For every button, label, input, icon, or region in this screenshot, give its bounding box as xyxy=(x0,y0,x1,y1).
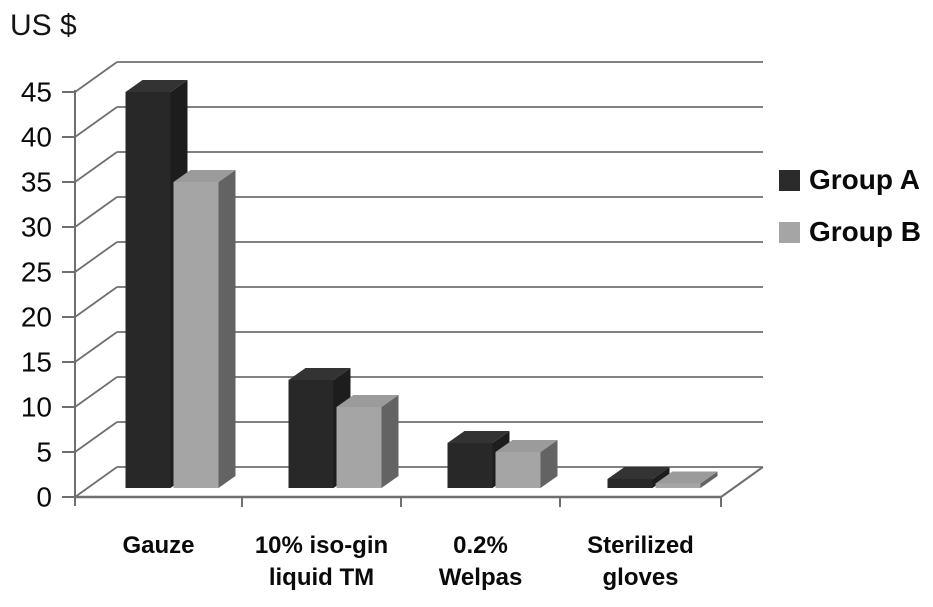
bar-group-a-10-iso-gin-liquid-tm-top xyxy=(288,368,351,380)
category-label-sterilized-gloves: gloves xyxy=(602,564,678,591)
y-tick-label: 15 xyxy=(21,347,52,378)
legend-swatch-group-a xyxy=(779,169,800,191)
gridline-side xyxy=(74,151,118,183)
gridline-side xyxy=(74,421,118,453)
category-label-gauze: Gauze xyxy=(122,532,194,559)
y-tick-label: 5 xyxy=(36,437,52,468)
y-tick-label: 25 xyxy=(21,257,52,288)
bar-group-b-sterilized-gloves-top xyxy=(655,471,718,484)
bar-group-b-sterilized-gloves-side xyxy=(700,471,718,488)
bar-group-a-10-iso-gin-liquid-tm xyxy=(288,380,334,488)
category-label-10-iso-gin-liquid-tm: 10% iso-gin xyxy=(255,532,388,559)
y-tick-label: 40 xyxy=(21,122,52,153)
legend-label-group-b: Group B xyxy=(809,216,921,247)
gridline-side xyxy=(74,376,118,408)
bar-group-a-gauze-top xyxy=(125,80,188,92)
bar-group-b-10-iso-gin-liquid-tm-top xyxy=(336,395,399,407)
bar-group-a-sterilized-gloves xyxy=(607,479,653,488)
y-tick-label: 20 xyxy=(21,302,52,333)
legend-label-group-a: Group A xyxy=(809,164,920,195)
bar-group-b-gauze xyxy=(173,182,219,488)
bar-group-a-gauze xyxy=(125,92,171,488)
legend-swatch-group-b xyxy=(779,221,800,243)
gridline-side xyxy=(74,196,118,228)
floor-right-edge xyxy=(720,466,764,498)
y-tick-label: 0 xyxy=(36,482,52,513)
gridline-side xyxy=(74,61,118,93)
bar-group-b-10-iso-gin-liquid-tm-side xyxy=(381,395,399,488)
gridline-side xyxy=(74,241,118,273)
bar-group-b-gauze-top xyxy=(173,170,236,182)
category-label-sterilized-gloves: Sterilized xyxy=(587,532,694,559)
bar-group-b-sterilized-gloves xyxy=(655,483,701,488)
y-tick-label: 45 xyxy=(21,77,52,108)
bar-group-a-0-2-welpas-top xyxy=(447,431,510,443)
gridline-side xyxy=(74,466,118,498)
bar-group-b-10-iso-gin-liquid-tm xyxy=(336,407,382,488)
category-label-0-2-welpas: 0.2% xyxy=(453,532,508,559)
gridline-side xyxy=(74,286,118,318)
bar-group-b-0-2-welpas xyxy=(495,452,541,488)
bar-group-a-0-2-welpas xyxy=(447,443,493,488)
bar-group-b-0-2-welpas-top xyxy=(495,440,558,452)
bar-group-b-gauze-side xyxy=(218,170,236,488)
category-label-10-iso-gin-liquid-tm: liquid TM xyxy=(269,564,374,591)
bar-group-b-0-2-welpas-side xyxy=(540,440,558,488)
legend-item-group-a: Group A xyxy=(779,166,920,194)
gridline-side xyxy=(74,331,118,363)
legend-item-group-b: Group B xyxy=(779,218,921,246)
y-tick-label: 35 xyxy=(21,167,52,198)
y-tick-label: 10 xyxy=(21,392,52,423)
y-tick-label: 30 xyxy=(21,212,52,243)
bar-group-a-sterilized-gloves-top xyxy=(607,467,670,479)
category-label-0-2-welpas: Welpas xyxy=(439,564,523,591)
gridline-side xyxy=(74,106,118,138)
y-axis-title: US $ xyxy=(10,9,77,42)
